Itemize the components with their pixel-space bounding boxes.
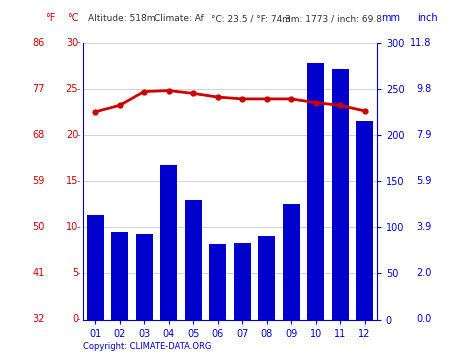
Text: –: –: [77, 178, 81, 184]
Text: 11.8: 11.8: [410, 38, 431, 48]
Bar: [331, 69, 349, 320]
Text: 0.0: 0.0: [416, 315, 431, 324]
Bar: [184, 200, 202, 320]
Text: –: –: [77, 271, 81, 276]
Text: 5.9: 5.9: [416, 176, 431, 186]
Text: 77: 77: [33, 84, 45, 94]
Bar: [283, 204, 300, 320]
Text: 3.9: 3.9: [416, 222, 431, 232]
Text: 0: 0: [72, 315, 78, 324]
Bar: [307, 63, 324, 320]
Text: °F: °F: [45, 13, 55, 23]
Text: 86: 86: [33, 38, 45, 48]
Text: 5: 5: [72, 268, 78, 278]
Text: Climate: Af: Climate: Af: [154, 14, 204, 23]
Text: 7.9: 7.9: [416, 130, 431, 140]
Text: 15: 15: [66, 176, 78, 186]
Text: 9.8: 9.8: [416, 84, 431, 94]
Text: 10: 10: [66, 222, 78, 232]
Text: –: –: [77, 317, 81, 322]
Bar: [258, 236, 275, 320]
Bar: [209, 244, 226, 320]
Text: 20: 20: [66, 130, 78, 140]
Text: mm: mm: [382, 13, 401, 23]
Text: 68: 68: [33, 130, 45, 140]
Text: –: –: [77, 40, 81, 45]
Bar: [356, 121, 373, 320]
Text: 59: 59: [33, 176, 45, 186]
Text: Altitude: 518m: Altitude: 518m: [88, 14, 155, 23]
Text: 2.0: 2.0: [416, 268, 431, 278]
Text: Copyright: CLIMATE-DATA.ORG: Copyright: CLIMATE-DATA.ORG: [83, 343, 211, 351]
Text: mm: 1773 / inch: 69.8: mm: 1773 / inch: 69.8: [282, 14, 382, 23]
Text: 41: 41: [33, 268, 45, 278]
Text: –: –: [77, 224, 81, 230]
Bar: [111, 232, 128, 320]
Text: –: –: [77, 86, 81, 92]
Text: 25: 25: [66, 84, 78, 94]
Text: 50: 50: [33, 222, 45, 232]
Text: 30: 30: [66, 38, 78, 48]
Bar: [87, 215, 104, 320]
Text: inch: inch: [417, 13, 438, 23]
Bar: [234, 243, 251, 320]
Text: °C: °C: [67, 13, 78, 23]
Bar: [136, 234, 153, 320]
Text: 32: 32: [33, 315, 45, 324]
Bar: [160, 165, 177, 320]
Text: °C: 23.5 / °F: 74.3: °C: 23.5 / °F: 74.3: [211, 14, 291, 23]
Text: –: –: [77, 132, 81, 138]
